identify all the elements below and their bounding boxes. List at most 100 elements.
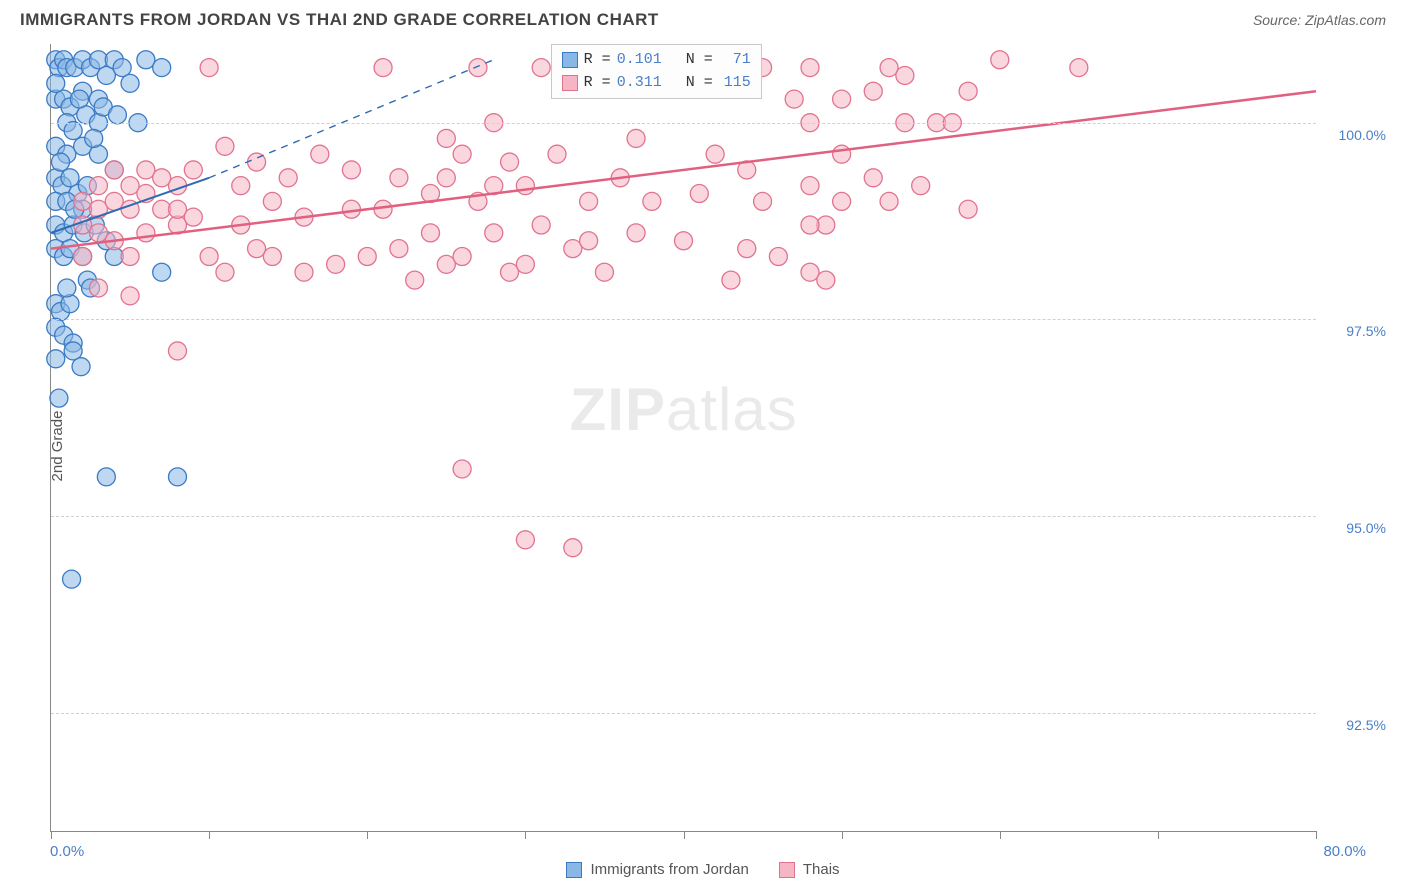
r-value: 0.311 — [617, 72, 662, 95]
scatter-point — [374, 59, 392, 77]
scatter-point — [643, 192, 661, 210]
y-tick-label: 97.5% — [1346, 323, 1386, 339]
gridline — [51, 123, 1316, 124]
x-tick — [1316, 831, 1317, 839]
scatter-point — [406, 271, 424, 289]
n-value: 71 — [719, 49, 751, 72]
scatter-point — [108, 106, 126, 124]
scatter-point — [89, 279, 107, 297]
scatter-point — [864, 169, 882, 187]
n-label: N = — [668, 72, 713, 95]
n-value: 115 — [719, 72, 751, 95]
r-label: R = — [584, 72, 611, 95]
scatter-point — [70, 90, 88, 108]
scatter-point — [880, 192, 898, 210]
scatter-point — [564, 539, 582, 557]
scatter-point — [532, 59, 550, 77]
scatter-point — [390, 169, 408, 187]
scatter-point — [169, 468, 187, 486]
legend-swatch — [562, 52, 578, 68]
y-tick-label: 100.0% — [1339, 127, 1386, 143]
legend-item: Thais — [779, 861, 840, 878]
trend-line-extrapolated — [209, 60, 494, 178]
scatter-point — [169, 342, 187, 360]
scatter-point — [89, 177, 107, 195]
scatter-point — [74, 247, 92, 265]
scatter-point — [437, 129, 455, 147]
scatter-point — [801, 59, 819, 77]
scatter-point — [532, 216, 550, 234]
x-axis-min-label: 0.0% — [50, 843, 84, 860]
scatter-point — [690, 185, 708, 203]
scatter-point — [121, 247, 139, 265]
scatter-point — [817, 271, 835, 289]
scatter-point — [516, 255, 534, 273]
scatter-point — [63, 570, 81, 588]
x-tick — [684, 831, 685, 839]
scatter-point — [453, 460, 471, 478]
scatter-point — [58, 279, 76, 297]
x-axis-max-label: 80.0% — [1323, 843, 1366, 860]
scatter-point — [548, 145, 566, 163]
scatter-point — [754, 192, 772, 210]
scatter-point — [785, 90, 803, 108]
legend: Immigrants from Jordan Thais — [0, 861, 1406, 878]
scatter-point — [184, 208, 202, 226]
x-tick — [367, 831, 368, 839]
scatter-point — [896, 66, 914, 84]
scatter-point — [295, 263, 313, 281]
scatter-point — [50, 389, 68, 407]
scatter-point — [153, 59, 171, 77]
scatter-point — [469, 59, 487, 77]
gridline — [51, 713, 1316, 714]
scatter-point — [390, 240, 408, 258]
scatter-point — [311, 145, 329, 163]
scatter-point — [422, 224, 440, 242]
scatter-point — [738, 240, 756, 258]
scatter-point — [85, 129, 103, 147]
scatter-point — [437, 169, 455, 187]
r-label: R = — [584, 49, 611, 72]
scatter-point — [991, 51, 1009, 69]
scatter-point — [801, 177, 819, 195]
scatter-point — [358, 247, 376, 265]
legend-swatch — [566, 862, 582, 878]
scatter-point — [200, 59, 218, 77]
y-tick-label: 95.0% — [1346, 520, 1386, 536]
chart-plot-area: ZIPatlas R = 0.101 N = 71R = 0.311 N = 1… — [50, 44, 1316, 832]
x-tick — [51, 831, 52, 839]
legend-label: Thais — [803, 861, 840, 878]
scatter-point — [153, 263, 171, 281]
scatter-point — [833, 192, 851, 210]
scatter-point — [501, 153, 519, 171]
y-tick-label: 92.5% — [1346, 717, 1386, 733]
scatter-point — [232, 177, 250, 195]
scatter-point — [216, 137, 234, 155]
scatter-point — [833, 90, 851, 108]
scatter-point — [97, 468, 115, 486]
scatter-point — [912, 177, 930, 195]
scatter-point — [833, 145, 851, 163]
scatter-point — [595, 263, 613, 281]
correlation-stats-box: R = 0.101 N = 71R = 0.311 N = 115 — [551, 44, 762, 99]
scatter-point — [453, 247, 471, 265]
scatter-point — [200, 247, 218, 265]
scatter-point — [279, 169, 297, 187]
scatter-point — [137, 224, 155, 242]
scatter-point — [959, 200, 977, 218]
n-label: N = — [668, 49, 713, 72]
scatter-point — [516, 177, 534, 195]
scatter-point — [263, 192, 281, 210]
scatter-point — [327, 255, 345, 273]
gridline — [51, 516, 1316, 517]
x-tick — [1000, 831, 1001, 839]
legend-label: Immigrants from Jordan — [590, 861, 748, 878]
scatter-point — [72, 358, 90, 376]
scatter-point — [153, 169, 171, 187]
scatter-point — [675, 232, 693, 250]
scatter-point — [580, 192, 598, 210]
source-attribution: Source: ZipAtlas.com — [1253, 12, 1386, 28]
scatter-point — [706, 145, 724, 163]
scatter-point — [453, 145, 471, 163]
scatter-point — [722, 271, 740, 289]
